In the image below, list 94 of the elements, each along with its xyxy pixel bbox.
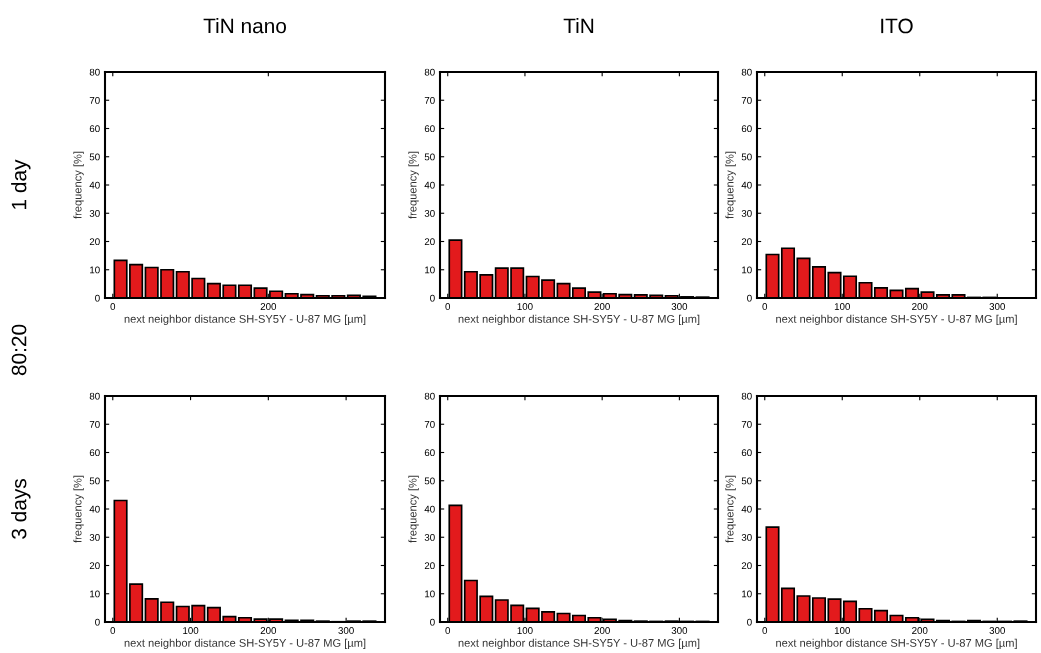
- x-axis-title: next neighbor distance SH-SY5Y - U-87 MG [µm]: [458, 314, 700, 326]
- x-tick-label: 200: [594, 303, 610, 310]
- x-tick-label: 200: [594, 627, 610, 634]
- y-tick-label: 20: [424, 562, 435, 570]
- x-tick-label: 300: [338, 627, 354, 634]
- x-axis-title: next neighbor distance SH-SY5Y - U-87 MG [µm]: [124, 314, 366, 326]
- y-tick-label: 60: [89, 449, 100, 457]
- y-tick-label: 10: [90, 266, 100, 274]
- y-tick-label: 0: [430, 618, 435, 626]
- y-tick-label: 10: [425, 266, 435, 274]
- y-axis-title: frequency [%]: [408, 475, 419, 543]
- y-tick-label: 0: [747, 618, 752, 626]
- x-tick-label: 200: [260, 303, 277, 310]
- y-tick-label: 60: [89, 125, 100, 133]
- chart-title: ITO: [881, 18, 913, 34]
- x-tick-label: 300: [989, 627, 1005, 634]
- x-tick-label: 200: [912, 627, 928, 634]
- y-axis-title: frequency [%]: [408, 151, 419, 219]
- text: 3 days: [11, 479, 31, 539]
- x-axis-title: next neighbor distance SH-SY5Y - U-87 MG [µm]: [124, 638, 366, 650]
- y-tick-label: 20: [741, 562, 752, 570]
- y-tick-label: 80: [89, 68, 100, 76]
- text: 1 day: [11, 159, 31, 209]
- y-tick-label: 0: [747, 294, 752, 302]
- y-tick-label: 70: [424, 96, 435, 104]
- x-tick-label: 100: [834, 303, 850, 310]
- y-tick-label: 50: [741, 153, 752, 161]
- y-tick-label: 40: [741, 181, 752, 189]
- y-tick-label: 70: [741, 420, 752, 428]
- x-tick-label: 100: [517, 303, 533, 310]
- y-axis-title: frequency [%]: [725, 475, 736, 543]
- y-tick-label: 30: [741, 533, 752, 541]
- y-tick-label: 40: [89, 505, 100, 513]
- y-tick-label: 60: [741, 125, 752, 133]
- y-tick-label: 0: [95, 618, 100, 626]
- y-tick-label: 30: [424, 209, 435, 217]
- x-tick-label: 0: [445, 303, 451, 310]
- x-tick-label: 200: [260, 627, 277, 634]
- y-tick-label: 20: [741, 238, 752, 246]
- x-tick-label: 100: [834, 627, 850, 634]
- y-tick-label: 80: [741, 68, 752, 76]
- x-tick-label: 0: [110, 303, 116, 310]
- x-tick-label: 300: [671, 627, 688, 634]
- y-tick-label: 10: [425, 590, 435, 598]
- y-tick-label: 0: [430, 294, 435, 302]
- x-tick-label: 0: [110, 627, 116, 634]
- y-tick-label: 70: [89, 96, 100, 104]
- y-tick-label: 30: [424, 533, 435, 541]
- x-axis-title: next neighbor distance SH-SY5Y - U-87 MG [µm]: [458, 638, 700, 650]
- x-tick-label: 300: [671, 303, 688, 310]
- x-tick-label: 200: [912, 303, 928, 310]
- y-tick-label: 30: [89, 533, 100, 541]
- y-tick-label: 20: [89, 562, 100, 570]
- y-tick-label: 50: [89, 477, 100, 485]
- x-axis-title: next neighbor distance SH-SY5Y - U-87 MG [µm]: [776, 638, 1017, 650]
- x-axis-title: next neighbor distance SH-SY5Y - U-87 MG [µm]: [776, 314, 1017, 326]
- y-axis-title: frequency [%]: [73, 475, 84, 543]
- y-tick-label: 10: [90, 590, 100, 598]
- x-tick-label: 300: [989, 303, 1005, 310]
- y-tick-label: 80: [424, 68, 435, 76]
- x-tick-label: 0: [445, 627, 451, 634]
- x-tick-label: 0: [762, 303, 768, 310]
- y-tick-label: 70: [424, 420, 435, 428]
- y-tick-label: 30: [89, 209, 100, 217]
- chart-title: TiN nano: [203, 18, 287, 34]
- y-tick-label: 50: [424, 153, 435, 161]
- y-axis-title: frequency [%]: [73, 151, 84, 219]
- y-tick-label: 0: [95, 294, 100, 302]
- y-tick-label: 10: [742, 266, 752, 274]
- y-tick-label: 80: [424, 392, 435, 400]
- y-tick-label: 20: [89, 238, 100, 246]
- y-tick-label: 40: [424, 181, 435, 189]
- y-tick-label: 50: [424, 477, 435, 485]
- chart-title: TiN: [563, 18, 594, 34]
- y-tick-label: 70: [89, 420, 100, 428]
- x-tick-label: 100: [517, 627, 533, 634]
- y-tick-label: 60: [424, 449, 435, 457]
- y-tick-label: 40: [424, 505, 435, 513]
- y-tick-label: 40: [741, 505, 752, 513]
- text: 80:20: [11, 324, 27, 376]
- y-tick-label: 70: [741, 96, 752, 104]
- y-axis-title: frequency [%]: [725, 151, 736, 219]
- y-tick-label: 80: [741, 392, 752, 400]
- y-tick-label: 40: [89, 181, 100, 189]
- x-tick-label: 100: [183, 627, 199, 634]
- y-tick-label: 10: [742, 590, 752, 598]
- y-tick-label: 50: [741, 477, 752, 485]
- y-tick-label: 20: [424, 238, 435, 246]
- y-tick-label: 30: [741, 209, 752, 217]
- y-tick-label: 50: [89, 153, 100, 161]
- y-tick-label: 80: [89, 392, 100, 400]
- y-tick-label: 60: [424, 125, 435, 133]
- y-tick-label: 60: [741, 449, 752, 457]
- x-tick-label: 0: [762, 627, 768, 634]
